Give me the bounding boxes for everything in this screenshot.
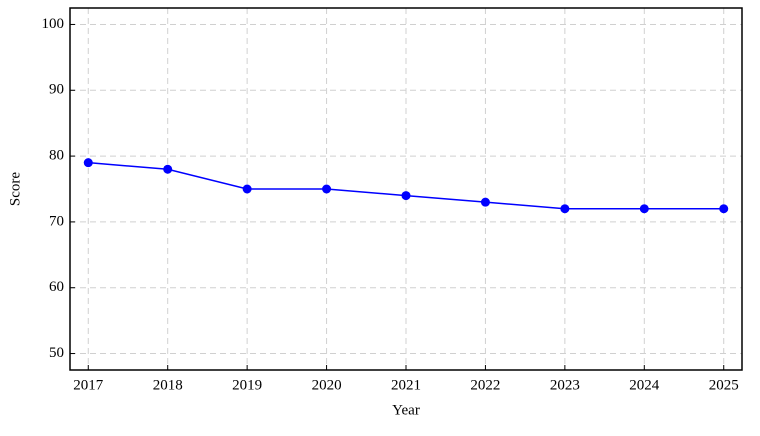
x-tick-label: 2018	[153, 377, 183, 393]
y-tick-label: 60	[49, 279, 64, 295]
plot-frame	[69, 7, 743, 371]
marker	[639, 204, 649, 214]
marker	[560, 204, 570, 214]
marker	[242, 184, 252, 194]
y-tick-label: 90	[49, 82, 64, 98]
x-tick-label: 2020	[312, 377, 342, 393]
marker	[322, 184, 332, 194]
x-tick-label: 2019	[232, 377, 262, 393]
y-tick-label: 50	[49, 345, 64, 361]
marker	[401, 191, 411, 201]
x-axis-label: Year	[392, 402, 420, 418]
marker	[163, 164, 173, 174]
y-tick-label: 70	[49, 213, 64, 229]
x-tick-label: 2021	[391, 377, 421, 393]
x-tick-label: 2022	[470, 377, 500, 393]
x-tick-label: 2025	[709, 377, 739, 393]
y-axis-label: Score	[7, 172, 23, 206]
marker	[83, 158, 93, 168]
marker	[480, 197, 490, 207]
x-tick-label: 2017	[73, 377, 104, 393]
marker	[719, 204, 729, 214]
x-tick-label: 2024	[629, 377, 660, 393]
y-tick-label: 100	[42, 16, 65, 32]
x-tick-label: 2023	[550, 377, 580, 393]
y-tick-label: 80	[49, 148, 64, 164]
